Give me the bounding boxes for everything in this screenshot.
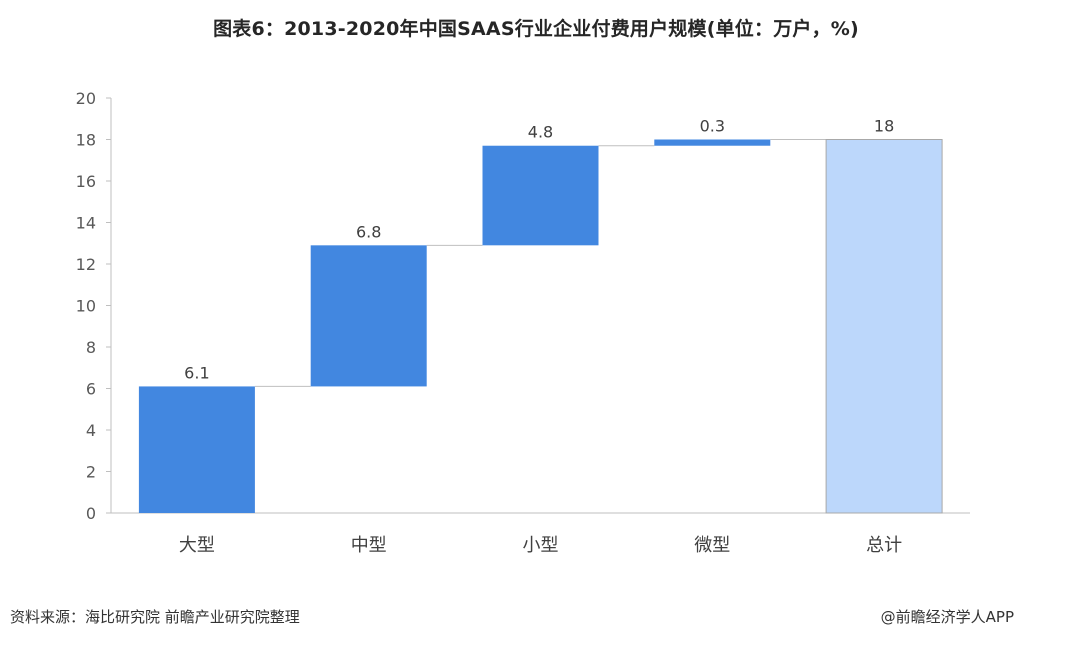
bar-0 [138, 386, 255, 513]
bar-1 [310, 245, 427, 387]
y-tick-label: 4 [86, 421, 96, 440]
connector-layer [254, 139, 827, 387]
bar-3 [654, 139, 771, 146]
chart-title: 图表6：2013-2020年中国SAAS行业企业付费用户规模(单位：万户，%) [213, 18, 859, 40]
y-tick-label: 20 [76, 89, 96, 108]
x-tick-label: 小型 [523, 535, 559, 556]
y-tick-label: 0 [86, 504, 96, 523]
x-tick-label: 大型 [179, 535, 215, 556]
data-label: 18 [874, 117, 894, 136]
y-tick-label: 18 [76, 131, 96, 150]
x-tick-label: 微型 [694, 535, 730, 556]
axis-layer: 0 2 4 6 8 10 12 14 16 18 20 [76, 89, 970, 523]
label-layer: 6.1 大型 6.8 中型 4.8 小型 0.3 微型 18 总计 [179, 117, 902, 557]
data-label: 4.8 [528, 123, 553, 142]
data-label: 6.8 [356, 222, 381, 241]
y-tick-label: 8 [86, 338, 96, 357]
credit-note: @前瞻经济学人APP [880, 608, 1014, 626]
bar-2 [482, 145, 599, 246]
x-tick-label: 总计 [866, 535, 902, 556]
source-note: 资料来源：海比研究院 前瞻产业研究院整理 [10, 608, 300, 626]
y-tick-label: 14 [76, 214, 96, 233]
y-tick-label: 2 [86, 463, 96, 482]
bar-total [825, 139, 943, 514]
y-tick-label: 10 [76, 297, 96, 316]
data-label: 0.3 [700, 117, 725, 136]
x-tick-label: 中型 [351, 535, 387, 556]
y-tick-label: 16 [76, 172, 96, 191]
bar-layer [138, 139, 943, 514]
y-tick-label: 6 [86, 380, 96, 399]
y-tick-label: 12 [76, 255, 96, 274]
data-label: 6.1 [184, 363, 209, 382]
